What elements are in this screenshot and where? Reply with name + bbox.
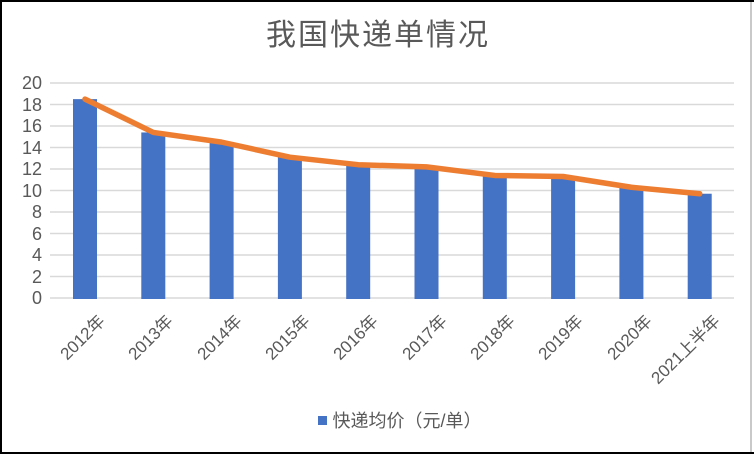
chart-title: 我国快递单情况: [266, 19, 490, 52]
y-axis-label-20: 20: [21, 73, 42, 93]
legend: 快递均价（元/单）: [2, 407, 754, 433]
legend-entry: 快递均价（元/单）: [318, 407, 482, 433]
y-axis-label-10: 10: [21, 180, 42, 201]
bar-2019年: [551, 176, 576, 299]
y-axis-label-12: 12: [21, 159, 42, 179]
bar-2018年: [482, 175, 507, 299]
legend-label: 快递均价（元/单）: [332, 411, 482, 431]
y-axis-label-18: 18: [21, 94, 42, 115]
bar-2017年: [414, 166, 439, 299]
y-axis-label-0: 0: [31, 288, 42, 308]
bar-2020年: [619, 187, 644, 299]
y-axis-label-14: 14: [21, 137, 42, 158]
y-axis-label-2: 2: [31, 266, 42, 287]
y-axis-label-6: 6: [31, 223, 42, 244]
y-axis-label-16: 16: [21, 116, 42, 136]
bar-2021上半年: [687, 193, 712, 299]
bar-2013年: [141, 132, 166, 299]
trend-line: [82, 96, 703, 197]
y-axis-label-4: 4: [31, 245, 42, 265]
frame-right-edge: [750, 2, 752, 452]
bar-2015年: [277, 157, 302, 299]
bar-2016年: [346, 164, 371, 299]
bar-2014年: [209, 142, 234, 299]
bar-2012年: [73, 99, 97, 299]
legend-swatch: [318, 415, 328, 425]
y-axis-label-8: 8: [31, 202, 42, 222]
